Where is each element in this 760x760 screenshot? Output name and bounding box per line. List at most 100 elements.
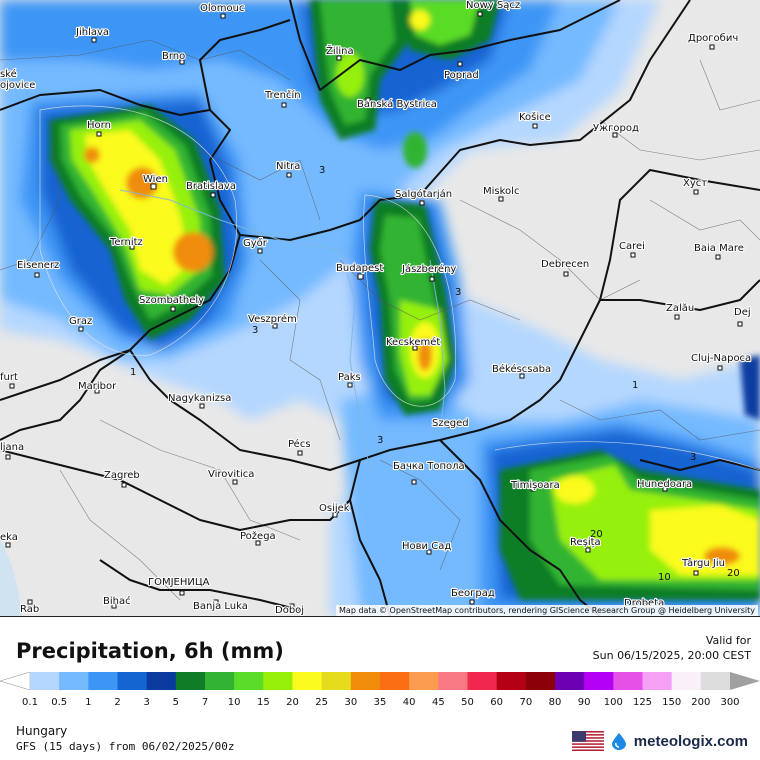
legend-label: 0.1 bbox=[22, 697, 38, 708]
legend-label: 150 bbox=[662, 697, 682, 708]
legend-label: 90 bbox=[577, 697, 591, 708]
city-label: Horn bbox=[87, 120, 111, 131]
legend-label: 10 bbox=[227, 697, 241, 708]
city-label: Žilina bbox=[326, 44, 354, 57]
city-dot bbox=[129, 244, 135, 250]
city-dot bbox=[5, 542, 11, 548]
country-borders bbox=[0, 0, 760, 616]
legend-swatch bbox=[613, 672, 643, 690]
model-run: GFS (15 days) from 06/02/2025/00z bbox=[16, 740, 235, 753]
city-label: Jihlava bbox=[75, 27, 109, 38]
city-label: Poprad bbox=[444, 70, 479, 81]
legend-label: 200 bbox=[691, 697, 711, 708]
admin-borders bbox=[0, 39, 760, 601]
city-label: furt bbox=[0, 372, 18, 383]
city-dot bbox=[232, 479, 238, 485]
legend-swatch bbox=[205, 672, 235, 690]
city-label: Trenčín bbox=[264, 89, 301, 101]
city-label: Хуст bbox=[683, 178, 707, 189]
legend-label: 45 bbox=[431, 697, 445, 708]
city-label: Graz bbox=[69, 316, 92, 327]
map-canvas: 1 3 3 3 3 1 3 20 10 20 Olomouc Nowy Sącz… bbox=[0, 0, 760, 616]
city-label: Bratislava bbox=[186, 181, 236, 192]
city-dot bbox=[446, 422, 452, 428]
city-dot bbox=[737, 321, 743, 327]
city-dot bbox=[213, 599, 219, 605]
city-label: Дрогобич bbox=[688, 33, 738, 44]
city-label: Dej bbox=[734, 307, 751, 318]
legend-swatch bbox=[496, 672, 527, 690]
us-flag-icon[interactable] bbox=[571, 731, 604, 751]
city-label: Veszprém bbox=[248, 313, 297, 325]
city-label: Szombathely bbox=[139, 295, 204, 306]
city-dot bbox=[34, 272, 40, 278]
color-scale-labels: 0.1 0.5 1 2 3 5 7 10 15 20 25 30 35 40 45 50 60 70 80 90 100… bbox=[0, 697, 760, 711]
legend-swatch bbox=[263, 672, 293, 690]
city-label: Virovitica bbox=[208, 469, 254, 480]
city-dot bbox=[532, 123, 538, 129]
city-dot bbox=[336, 55, 342, 61]
city-label: Hunedoara bbox=[637, 479, 692, 490]
rivers bbox=[119, 189, 446, 471]
brand-name: meteologix.com bbox=[633, 732, 748, 750]
legend-swatch bbox=[584, 672, 614, 690]
city-dot bbox=[357, 273, 364, 280]
city-dot bbox=[498, 196, 504, 202]
city-label: Osijek bbox=[319, 503, 350, 514]
city-dot bbox=[585, 547, 591, 553]
legend-swatch bbox=[146, 672, 177, 690]
legend-label: 100 bbox=[603, 697, 623, 708]
city-label: Târgu Jiu bbox=[681, 557, 725, 569]
legend-swatch bbox=[88, 672, 118, 690]
city-label: Košice bbox=[519, 111, 551, 123]
city-dot bbox=[630, 252, 636, 258]
city-dot bbox=[96, 131, 102, 137]
city-label: ojovice bbox=[0, 80, 35, 91]
legend-swatch bbox=[175, 672, 206, 690]
legend-swatch bbox=[730, 672, 760, 690]
city-label: Бачка Топола bbox=[393, 461, 465, 472]
city-label: Debrecen bbox=[541, 259, 589, 270]
contour-label: 3 bbox=[690, 452, 696, 463]
city-label: Jászberény bbox=[401, 263, 456, 275]
color-scale-bar bbox=[0, 671, 760, 691]
city-label: Београд bbox=[451, 588, 495, 599]
city-dot bbox=[519, 373, 525, 379]
legend-swatch bbox=[671, 672, 702, 690]
city-label: Banská Bystrica bbox=[357, 98, 437, 110]
city-dot bbox=[715, 254, 721, 260]
coast-water bbox=[0, 540, 22, 616]
legend-label: 7 bbox=[201, 697, 209, 708]
city-label: eka bbox=[0, 532, 18, 543]
city-dot bbox=[272, 323, 278, 329]
contour-label: 3 bbox=[252, 325, 258, 336]
city-label: ljana bbox=[0, 442, 24, 453]
city-label: ské bbox=[0, 68, 17, 80]
city-label: Nagykanizsa bbox=[168, 393, 231, 404]
city-dot bbox=[365, 97, 371, 103]
legend-label: 15 bbox=[256, 697, 270, 708]
legend-label: 300 bbox=[720, 697, 740, 708]
legend-swatch bbox=[117, 672, 148, 690]
brand-logo[interactable]: meteologix.com bbox=[571, 731, 748, 751]
legend-swatch bbox=[642, 672, 673, 690]
city-dot bbox=[530, 486, 536, 492]
legend-swatch bbox=[350, 672, 381, 690]
city-dot bbox=[289, 603, 295, 609]
legend-swatch bbox=[555, 672, 585, 690]
city-label: Doboj bbox=[275, 605, 304, 616]
legend-swatch bbox=[292, 672, 323, 690]
city-dot bbox=[332, 512, 338, 518]
city-label: Bihać bbox=[103, 595, 131, 607]
legend-label: 20 bbox=[286, 697, 299, 708]
legend-label: 60 bbox=[490, 697, 504, 708]
legend-label: 25 bbox=[315, 697, 329, 708]
city-dot bbox=[286, 172, 292, 178]
legend-swatch bbox=[59, 672, 89, 690]
city-label: Zalău bbox=[666, 303, 694, 314]
city-dot bbox=[457, 61, 463, 67]
region-name: Hungary bbox=[16, 724, 68, 738]
city-label: Нови Сад bbox=[402, 541, 451, 552]
city-label: Brno bbox=[162, 51, 185, 62]
legend-swatch bbox=[30, 672, 60, 690]
